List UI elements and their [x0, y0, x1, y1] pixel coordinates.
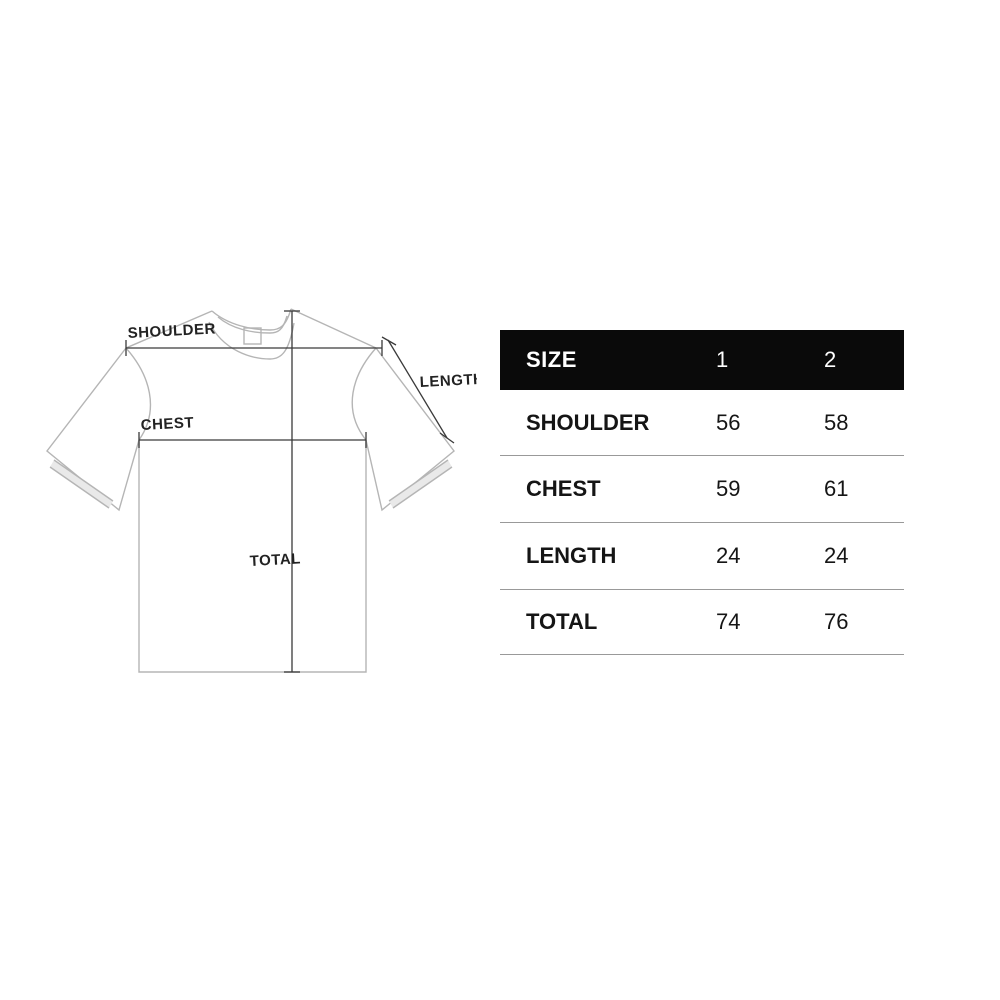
svg-text:LENGTH: LENGTH [419, 371, 484, 391]
svg-text:TOTAL: TOTAL [249, 550, 301, 570]
svg-text:SHOULDER: SHOULDER [127, 320, 216, 342]
svg-text:CHEST: CHEST [140, 414, 194, 434]
